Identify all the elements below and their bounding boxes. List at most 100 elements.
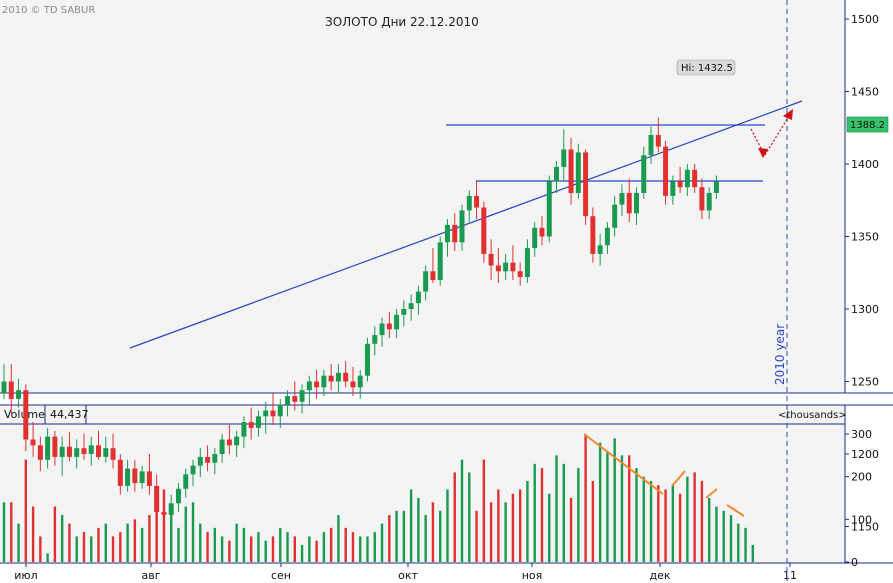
volume-bar bbox=[184, 506, 187, 562]
volume-annotation-1 bbox=[583, 433, 664, 495]
volume-bar bbox=[497, 489, 500, 562]
candle-body bbox=[517, 271, 523, 278]
candle-body bbox=[285, 396, 291, 405]
candle-body bbox=[146, 471, 152, 486]
candle-body bbox=[16, 390, 22, 399]
current-price-tag: 1388.2 bbox=[846, 116, 889, 133]
volume-bar bbox=[511, 493, 515, 562]
volume-bar bbox=[300, 544, 304, 562]
volume-bar bbox=[569, 498, 573, 562]
candle-body bbox=[350, 381, 356, 388]
candle-body bbox=[612, 204, 618, 228]
volume-tick-label: 200 bbox=[851, 471, 872, 484]
volume-bar bbox=[606, 451, 609, 562]
volume-bar bbox=[39, 536, 42, 562]
volume-bar bbox=[191, 502, 195, 562]
candle-body bbox=[190, 465, 196, 475]
volume-bar bbox=[322, 532, 326, 562]
volume-bar bbox=[431, 502, 435, 562]
candle-body bbox=[306, 381, 312, 391]
volume-bar bbox=[111, 536, 115, 562]
volume-bar bbox=[548, 493, 551, 562]
candle-body bbox=[430, 271, 436, 280]
volume-bar bbox=[533, 463, 536, 562]
volume-bar bbox=[75, 536, 78, 562]
volume-bar bbox=[133, 519, 137, 562]
candle-body bbox=[197, 456, 203, 466]
volume-bar bbox=[315, 540, 318, 562]
candle-body bbox=[597, 245, 603, 254]
x-tick-label: ноя bbox=[522, 569, 543, 582]
high-callout: Hi: 1432.5 bbox=[676, 59, 736, 76]
current-price-tag-box bbox=[846, 116, 889, 133]
candle-body bbox=[648, 135, 654, 156]
volume-bar bbox=[489, 502, 493, 562]
volume-bar bbox=[584, 434, 587, 562]
high-callout-box bbox=[676, 59, 736, 76]
candle-body bbox=[641, 155, 647, 193]
volume-bar bbox=[504, 502, 507, 562]
candle-body bbox=[175, 488, 181, 504]
volume-bar bbox=[613, 438, 616, 562]
volume-bar bbox=[555, 455, 558, 562]
volume-bar bbox=[220, 536, 224, 562]
candle-body bbox=[219, 439, 225, 454]
price-axis: 1150 1200 1250 1300 1350 1400 1450 1500 bbox=[845, 13, 879, 534]
candle-body bbox=[23, 390, 29, 440]
volume-units: <thousands> bbox=[778, 410, 847, 421]
volume-bar bbox=[620, 455, 624, 562]
volume-bar bbox=[119, 532, 122, 562]
candle-body bbox=[154, 485, 160, 512]
volume-axis: 0 100 200 300 bbox=[845, 428, 872, 569]
candle-body bbox=[452, 224, 458, 243]
volume-bar bbox=[308, 536, 311, 562]
volume-bar bbox=[686, 476, 689, 562]
volume-bar bbox=[249, 536, 253, 562]
volume-bar bbox=[468, 472, 471, 562]
candle-body bbox=[357, 375, 363, 388]
x-axis: июл авг сен окт ноя дек 11 bbox=[14, 563, 797, 582]
volume-bar bbox=[53, 506, 57, 562]
volume-annotation-4 bbox=[726, 504, 745, 517]
candle-body bbox=[328, 375, 334, 382]
volume-bar bbox=[242, 527, 246, 562]
candle-body bbox=[81, 448, 87, 454]
volume-bar bbox=[737, 523, 740, 562]
volume-bar bbox=[170, 506, 173, 562]
candle-body bbox=[655, 135, 661, 147]
forecast-arrow-down-head bbox=[758, 148, 768, 158]
candle-body bbox=[670, 181, 676, 196]
volume-annotations bbox=[583, 433, 745, 517]
volume-bar bbox=[351, 532, 355, 562]
volume-bar bbox=[700, 480, 704, 562]
candle-body bbox=[459, 210, 465, 243]
candle-body bbox=[139, 471, 145, 483]
support-trendline bbox=[129, 100, 803, 349]
price-tick-label: 1350 bbox=[851, 231, 879, 244]
price-tick-label: 1450 bbox=[851, 86, 879, 99]
candle-body bbox=[626, 193, 632, 214]
candle-body bbox=[706, 193, 712, 211]
volume-bar bbox=[446, 489, 449, 562]
candle-body bbox=[713, 181, 719, 193]
candle-body bbox=[466, 195, 472, 211]
volume-bar bbox=[17, 523, 20, 562]
candle-body bbox=[292, 396, 298, 402]
candle-body bbox=[408, 303, 414, 309]
x-tick-label: 11 bbox=[783, 569, 797, 582]
current-price-tag-text: 1388.2 bbox=[850, 120, 885, 131]
volume-bar bbox=[162, 489, 166, 562]
candle-body bbox=[633, 193, 639, 214]
volume-bar bbox=[628, 455, 631, 562]
volume-bar bbox=[657, 485, 660, 562]
volume-bar bbox=[729, 515, 733, 562]
candle-body bbox=[474, 195, 480, 208]
volume-bar bbox=[380, 523, 384, 562]
volume-bar bbox=[409, 489, 413, 562]
price-tick-label: 1200 bbox=[851, 448, 879, 461]
candle-body bbox=[183, 474, 189, 489]
candle-body bbox=[379, 323, 385, 336]
volume-bar bbox=[664, 489, 667, 562]
candle-body bbox=[503, 262, 509, 272]
volume-bar bbox=[228, 540, 231, 562]
